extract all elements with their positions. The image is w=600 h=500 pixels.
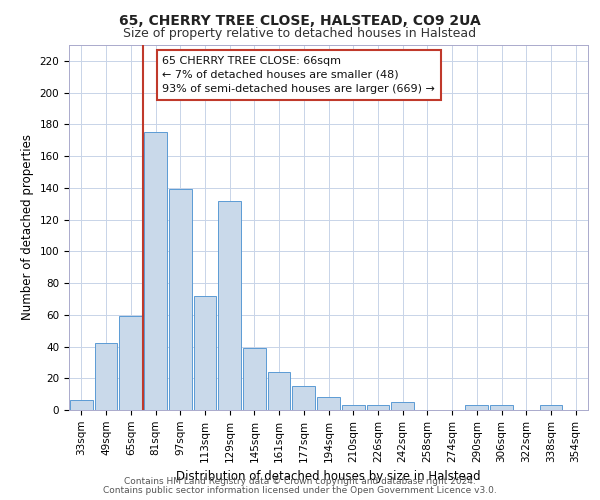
Bar (70, 400, 93, 410)
Bar (490, 405, 513, 410)
Text: 65 CHERRY TREE CLOSE: 66sqm
← 7% of detached houses are smaller (48)
93% of semi: 65 CHERRY TREE CLOSE: 66sqm ← 7% of deta… (163, 56, 435, 94)
Text: Contains HM Land Registry data © Crown copyright and database right 2024.: Contains HM Land Registry data © Crown c… (124, 477, 476, 486)
X-axis label: Distribution of detached houses by size in Halstead: Distribution of detached houses by size … (176, 470, 481, 483)
Bar (292, 386, 315, 410)
Y-axis label: Number of detached properties: Number of detached properties (21, 134, 34, 320)
Text: Contains public sector information licensed under the Open Government Licence v3: Contains public sector information licen… (103, 486, 497, 495)
Bar (144, 132, 167, 410)
Bar (169, 190, 191, 410)
Bar (95, 344, 118, 410)
Bar (342, 405, 365, 410)
Text: 65, CHERRY TREE CLOSE, HALSTEAD, CO9 2UA: 65, CHERRY TREE CLOSE, HALSTEAD, CO9 2UA (119, 14, 481, 28)
Bar (539, 405, 562, 410)
Bar (367, 405, 389, 410)
Bar (391, 402, 414, 410)
Bar (218, 200, 241, 410)
Bar (243, 348, 266, 410)
Bar (194, 296, 216, 410)
Bar (268, 372, 290, 410)
Text: Size of property relative to detached houses in Halstead: Size of property relative to detached ho… (124, 28, 476, 40)
Bar (466, 405, 488, 410)
Bar (119, 316, 142, 410)
Bar (317, 398, 340, 410)
